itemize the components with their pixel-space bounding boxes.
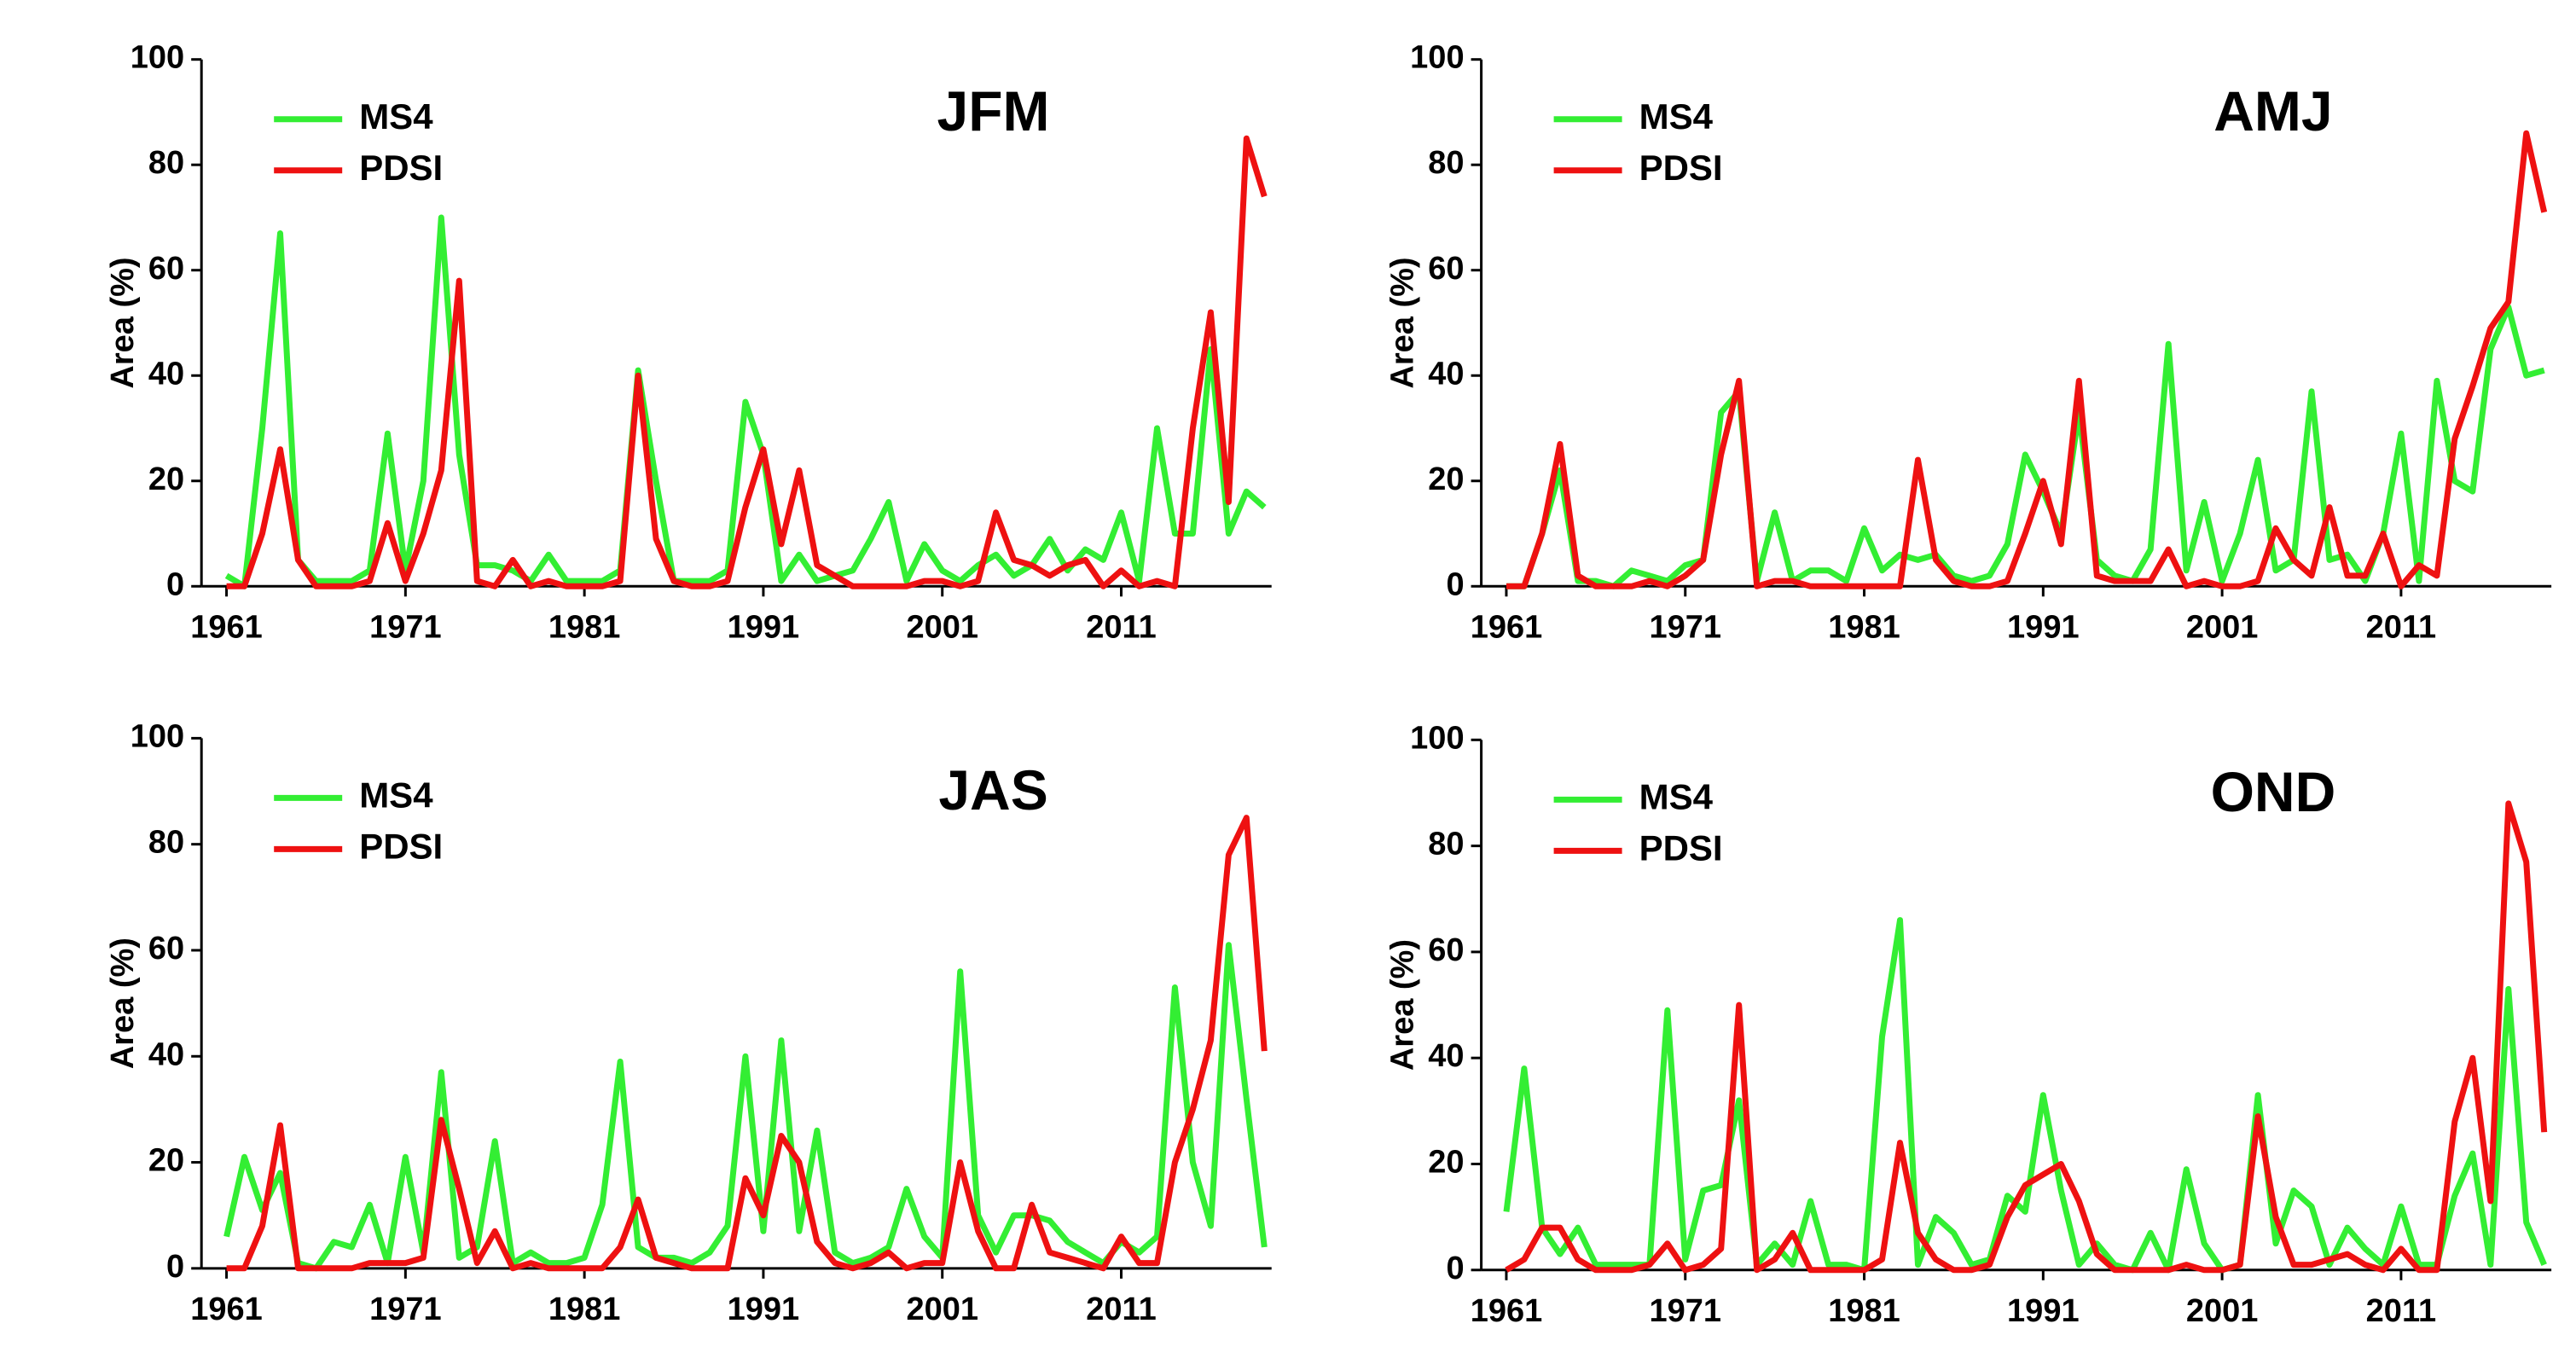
panel-title: AMJ	[2213, 79, 2332, 142]
y-tick-label: 0	[166, 566, 184, 602]
legend-label: PDSI	[1639, 827, 1723, 868]
y-tick-label: 80	[148, 825, 184, 861]
series-line	[223, 942, 1268, 1272]
legend-label: MS4	[359, 775, 433, 815]
y-tick-label: 0	[1446, 1251, 1464, 1286]
x-tick-label: 2011	[1086, 1292, 1156, 1327]
x-tick-label: 1961	[190, 1292, 263, 1327]
y-tick-label: 20	[148, 462, 184, 497]
x-tick-label: 1971	[369, 609, 442, 645]
panel: 0 20 40 60 80 100 1961 1971 1981 1991 2001 2011 Area…	[105, 718, 1272, 1327]
y-tick-label: 40	[1428, 356, 1464, 392]
y-tick-label: 0	[1446, 566, 1464, 602]
y-tick-label: 60	[1428, 932, 1464, 968]
y-tick-label: 80	[1428, 145, 1464, 181]
x-tick-label: 1971	[1649, 609, 1721, 645]
y-tick-label: 100	[131, 40, 184, 76]
legend-label: PDSI	[359, 826, 443, 866]
x-tick-label: 1991	[728, 609, 800, 645]
x-tick-label: 1991	[2007, 1293, 2080, 1329]
panel: 0 20 40 60 80 100 1961 1971 1981 1991 2001 2011 Area…	[105, 40, 1272, 645]
series-line	[226, 135, 1268, 589]
series-line	[1506, 130, 2548, 589]
x-tick-label: 1981	[548, 609, 621, 645]
y-tick-label: 100	[1410, 720, 1464, 756]
y-tick-label: 60	[148, 251, 184, 287]
legend-label: PDSI	[1639, 148, 1723, 188]
x-tick-label: 1981	[548, 1292, 621, 1327]
legend-label: MS4	[359, 96, 433, 136]
y-axis-label: Area (%)	[105, 938, 141, 1069]
series-line	[1505, 800, 2548, 1274]
y-tick-label: 20	[1428, 1145, 1464, 1181]
legend-label: MS4	[1639, 96, 1714, 136]
y-tick-label: 40	[1428, 1038, 1464, 1074]
y-tick-label: 20	[1428, 462, 1464, 497]
x-tick-label: 2001	[2186, 1293, 2259, 1329]
x-tick-label: 2001	[2186, 609, 2259, 645]
legend-label: MS4	[1639, 776, 1714, 816]
x-tick-label: 1961	[190, 609, 263, 645]
y-tick-label: 0	[166, 1249, 184, 1285]
panel-title: JAS	[938, 758, 1047, 821]
y-tick-label: 100	[1410, 40, 1464, 76]
x-tick-label: 2011	[1086, 609, 1156, 645]
series-line	[226, 815, 1268, 1272]
y-axis-label: Area (%)	[1385, 939, 1421, 1071]
x-tick-label: 2001	[906, 1292, 978, 1327]
legend-label: PDSI	[359, 148, 443, 188]
panel: 0 20 40 60 80 100 1961 1971 1981 1991 2001 2011 Area…	[1385, 720, 2552, 1329]
x-tick-label: 1971	[369, 1292, 442, 1327]
x-tick-label: 1961	[1471, 609, 1543, 645]
x-tick-label: 1961	[1471, 1293, 1543, 1329]
y-tick-label: 80	[1428, 827, 1464, 862]
series-line	[224, 214, 1267, 589]
x-tick-label: 1991	[728, 1292, 800, 1327]
y-axis-label: Area (%)	[105, 257, 141, 388]
x-tick-label: 2001	[906, 609, 978, 645]
panel-title: OND	[2211, 760, 2336, 823]
y-tick-label: 60	[148, 931, 184, 967]
y-axis-label: Area (%)	[1385, 257, 1421, 388]
x-tick-label: 1991	[2007, 609, 2080, 645]
x-tick-label: 1981	[1828, 1293, 1900, 1329]
series-line	[1503, 917, 2547, 1274]
y-tick-label: 40	[148, 1036, 184, 1072]
y-tick-label: 20	[148, 1143, 184, 1179]
x-tick-label: 1971	[1649, 1293, 1721, 1329]
x-tick-label: 2011	[2366, 1293, 2436, 1329]
y-tick-label: 40	[148, 356, 184, 392]
x-tick-label: 1981	[1828, 609, 1900, 645]
y-tick-label: 100	[131, 718, 184, 754]
panel-title: JFM	[937, 79, 1050, 142]
panel: 0 20 40 60 80 100 1961 1971 1981 1991 2001 2011 Area…	[1385, 40, 2552, 645]
x-tick-label: 2011	[2366, 609, 2436, 645]
y-tick-label: 80	[148, 145, 184, 181]
y-tick-label: 60	[1428, 251, 1464, 287]
